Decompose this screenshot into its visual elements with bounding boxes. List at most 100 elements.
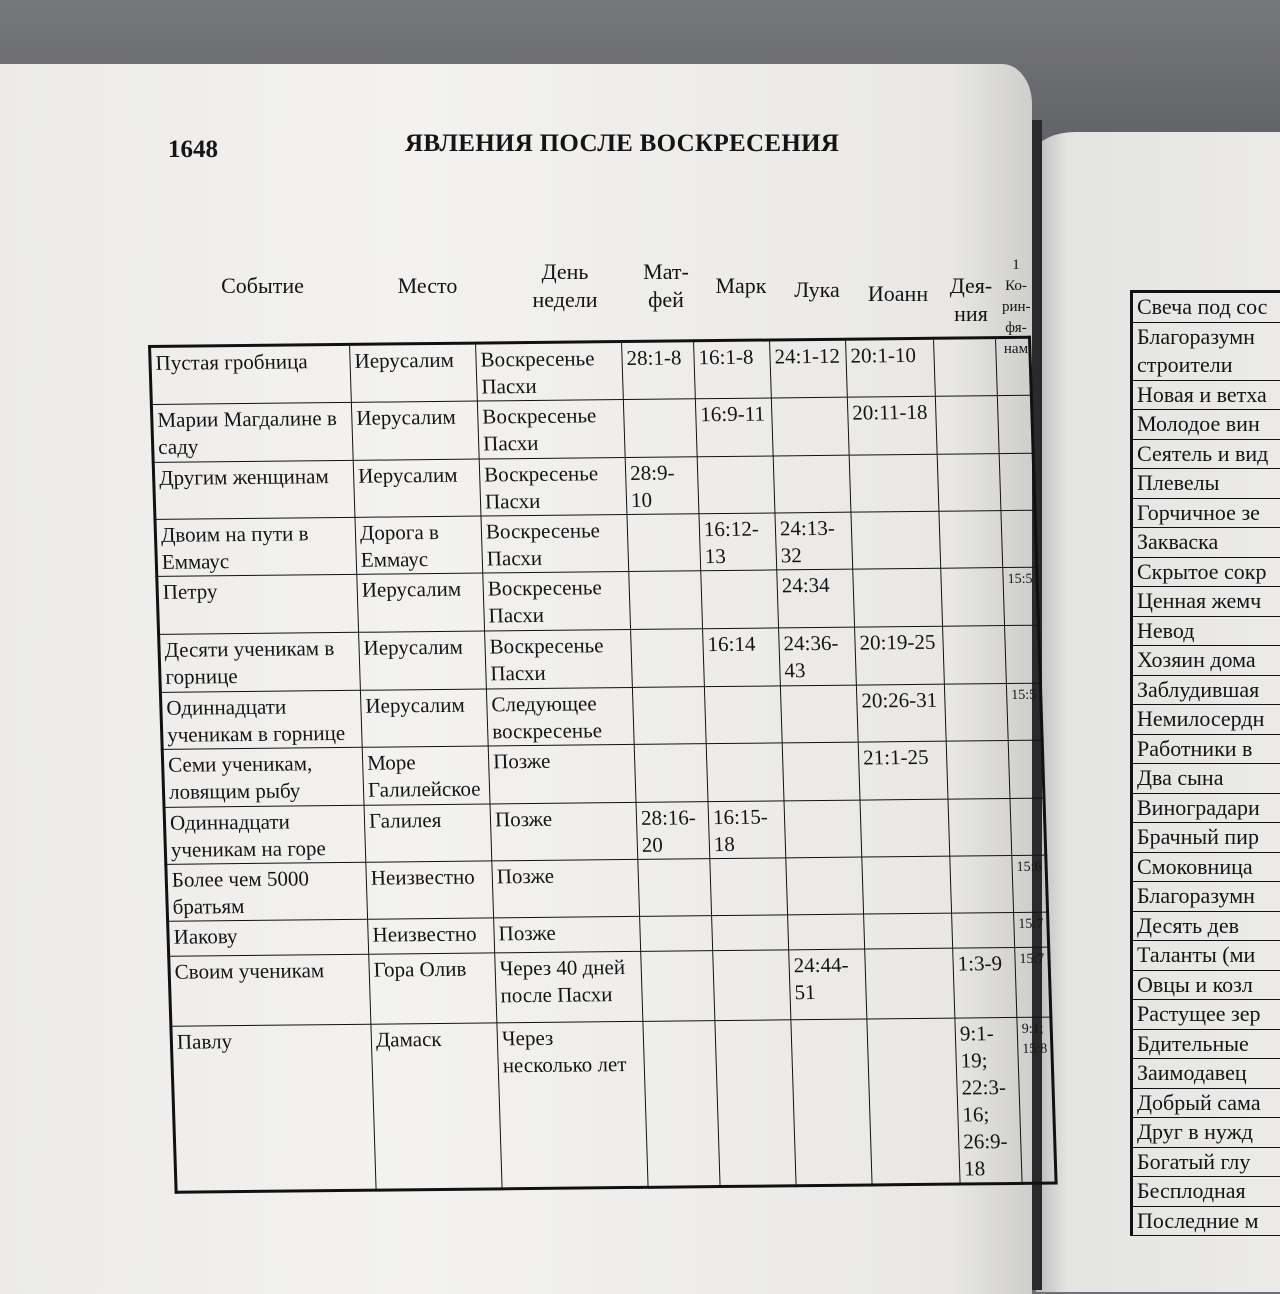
- table-row: Свеча под сос: [1132, 292, 1280, 323]
- header-john: Иоанн: [858, 280, 938, 308]
- header-luke: Лука: [782, 276, 852, 304]
- parable-name: Растущее зер: [1132, 1000, 1280, 1030]
- cell-day: Воскресенье Пасхи: [483, 571, 631, 631]
- cell-place: Неизвестно: [366, 861, 494, 919]
- table-row: Невод: [1132, 616, 1280, 646]
- cell-luke: [788, 914, 865, 950]
- parable-name: Таланты (ми: [1132, 941, 1280, 971]
- cell-place: Иерусалим: [359, 631, 487, 690]
- cell-mark: 16:1-8: [694, 340, 772, 399]
- cell-mark: [713, 950, 791, 1021]
- cell-john: [865, 948, 955, 1019]
- cell-luke: [771, 397, 849, 456]
- cell-place: Дорога в Еммаус: [355, 516, 483, 574]
- cell-acts: [939, 511, 1003, 569]
- cell-place: Иерусалим: [350, 343, 478, 402]
- cell-mark: [712, 915, 789, 951]
- cell-mark: [706, 743, 784, 802]
- cell-matthew: [623, 399, 697, 458]
- cell-mark: [697, 456, 775, 514]
- parable-name: Бесплодная: [1132, 1177, 1280, 1207]
- cell-event: Более чем 5000 братьям: [166, 862, 368, 921]
- parable-name: Заблудившая: [1132, 675, 1280, 705]
- cell-day: Позже: [492, 859, 640, 918]
- parable-name: Смоковница: [1132, 852, 1280, 882]
- cell-matthew: [643, 1021, 720, 1188]
- cell-event: Другим женщинам: [153, 460, 355, 519]
- header-mark: Марк: [706, 272, 776, 300]
- cell-day: Через несколько лет: [497, 1021, 648, 1188]
- cell-john: [867, 1018, 960, 1185]
- cell-john: [864, 913, 953, 949]
- parable-name: Заимодавец: [1132, 1059, 1280, 1089]
- table-row: Сеятель и вид: [1132, 439, 1280, 469]
- cell-john: [860, 799, 950, 857]
- cell-mark: 16:9-11: [695, 398, 773, 457]
- table-row: Бесплодная: [1132, 1177, 1280, 1207]
- cell-matthew: [638, 859, 712, 917]
- parable-name: Сеятель и вид: [1132, 439, 1280, 469]
- table-row: Немилосердн: [1132, 705, 1280, 735]
- table-row: Благоразумн строители: [1132, 322, 1280, 380]
- cell-1-corinthians: [1005, 625, 1041, 683]
- cell-luke: 24:13-32: [775, 512, 853, 570]
- header-matthew: Мат-фей: [636, 258, 696, 314]
- table-row: Растущее зер: [1132, 1000, 1280, 1030]
- cell-event: Десяти ученикам в горнице: [159, 632, 361, 692]
- cell-1-corinthians: [1008, 740, 1044, 798]
- cell-day: Воскресенье Пасхи: [476, 342, 624, 402]
- table-row: Таланты (ми: [1132, 941, 1280, 971]
- cell-day: Позже: [490, 802, 638, 861]
- cell-acts: [934, 338, 998, 397]
- cell-luke: [791, 1019, 872, 1186]
- table-row: Овцы и козл: [1132, 970, 1280, 1000]
- parable-name: Закваска: [1132, 528, 1280, 558]
- cell-1-corinthians: [997, 395, 1033, 453]
- parable-name: Друг в нужд: [1132, 1118, 1280, 1148]
- page-number: 1648: [168, 136, 218, 164]
- cell-matthew: 28:9-10: [625, 457, 699, 515]
- table-row: Хозяин дома: [1132, 646, 1280, 676]
- cell-event: Пустая гробница: [150, 344, 352, 404]
- table-row: Виноградари: [1132, 793, 1280, 823]
- cell-luke: [780, 685, 858, 743]
- cell-luke: 24:44-51: [789, 949, 867, 1020]
- cell-1-corinthians: [1001, 510, 1037, 567]
- cell-matthew: [632, 687, 706, 745]
- cell-john: 20:11-18: [847, 396, 937, 455]
- cell-luke: [773, 455, 851, 513]
- cell-john: [849, 454, 939, 512]
- cell-event: Одиннадцати ученикам на горе: [164, 805, 366, 864]
- cell-mark: [715, 1020, 796, 1187]
- parable-name: Брачный пир: [1132, 823, 1280, 853]
- parable-name: Свеча под сос: [1132, 292, 1280, 323]
- table-row: Два сына: [1132, 764, 1280, 794]
- cell-matthew: 28:16-20: [636, 802, 710, 860]
- cell-1-corinthians: 15:6: [1012, 855, 1048, 912]
- cell-john: [853, 568, 943, 627]
- cell-place: Море Галилейское: [362, 746, 490, 805]
- cell-place: Галилея: [364, 804, 492, 862]
- cell-place: Иерусалим: [351, 401, 479, 460]
- cell-1-corinthians: 9:1; 15:8: [1017, 1017, 1056, 1183]
- cell-mark: [704, 686, 782, 744]
- header-place: Место: [385, 272, 470, 300]
- table-row: Друг в нужд: [1132, 1118, 1280, 1148]
- cell-john: [862, 856, 952, 914]
- cell-matthew: [629, 571, 703, 630]
- parable-name: Ценная жемч: [1132, 587, 1280, 617]
- parable-name: Горчичное зе: [1132, 498, 1280, 528]
- cell-event: Двоим на пути в Еммаус: [155, 517, 357, 576]
- parable-name: Новая и ветха: [1132, 380, 1280, 410]
- cell-1-corinthians: 15:7: [1015, 947, 1051, 1017]
- cell-luke: 24:1-12: [770, 339, 848, 398]
